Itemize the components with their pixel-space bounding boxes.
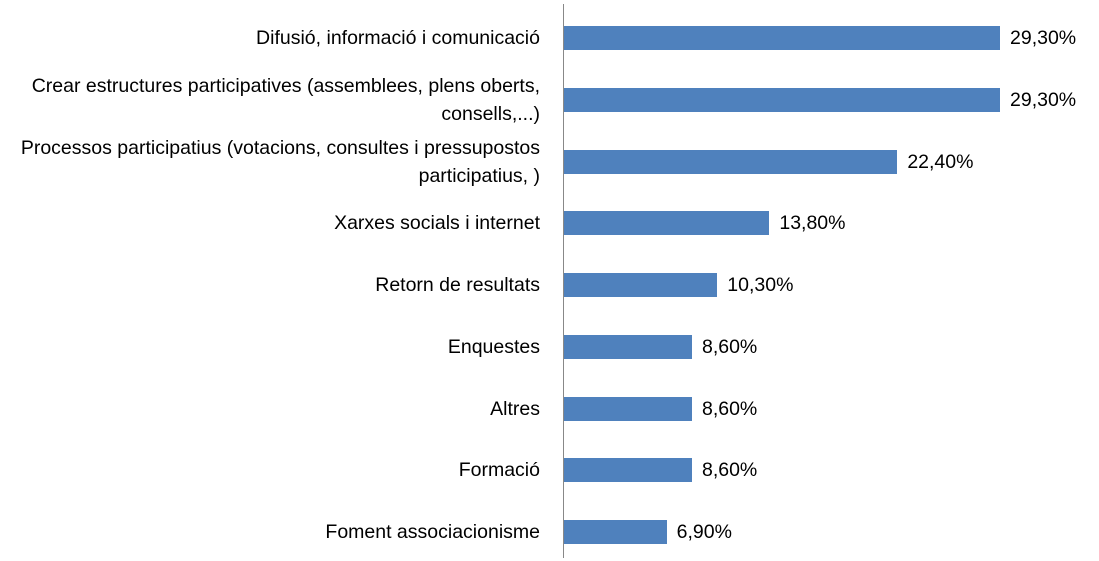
- category-label: Formació: [458, 459, 540, 482]
- value-label: 22,40%: [907, 150, 974, 173]
- value-label: 6,90%: [676, 521, 732, 543]
- bar: [564, 273, 718, 297]
- value-label: 8,60%: [701, 335, 758, 358]
- category-label: Retorn de resultats: [375, 274, 540, 296]
- category-axis: [563, 4, 564, 558]
- category-label: Altres: [490, 397, 540, 420]
- bar: [564, 87, 1000, 112]
- bar: [564, 458, 692, 483]
- bar: [564, 396, 692, 421]
- value-label: 10,30%: [727, 274, 794, 296]
- value-label: 29,30%: [1010, 88, 1077, 111]
- bar: [564, 334, 692, 359]
- bar: [564, 520, 667, 544]
- category-label: Difusió, informació i comunicació: [256, 27, 540, 49]
- category-label: Foment associacionisme: [325, 521, 540, 543]
- value-label: 8,60%: [701, 397, 758, 420]
- category-label: Enquestes: [447, 335, 540, 358]
- category-label: Processos participatius (votacions, cons…: [20, 136, 540, 187]
- value-label: 8,60%: [701, 459, 758, 482]
- value-label: 13,80%: [779, 212, 846, 235]
- value-label: 29,30%: [1010, 27, 1077, 49]
- bar: [564, 26, 1000, 50]
- category-label: Xarxes socials i internet: [334, 212, 540, 235]
- bar: [564, 149, 898, 174]
- category-label: Crear estructures participatives (assemb…: [31, 74, 540, 125]
- bar: [564, 211, 770, 236]
